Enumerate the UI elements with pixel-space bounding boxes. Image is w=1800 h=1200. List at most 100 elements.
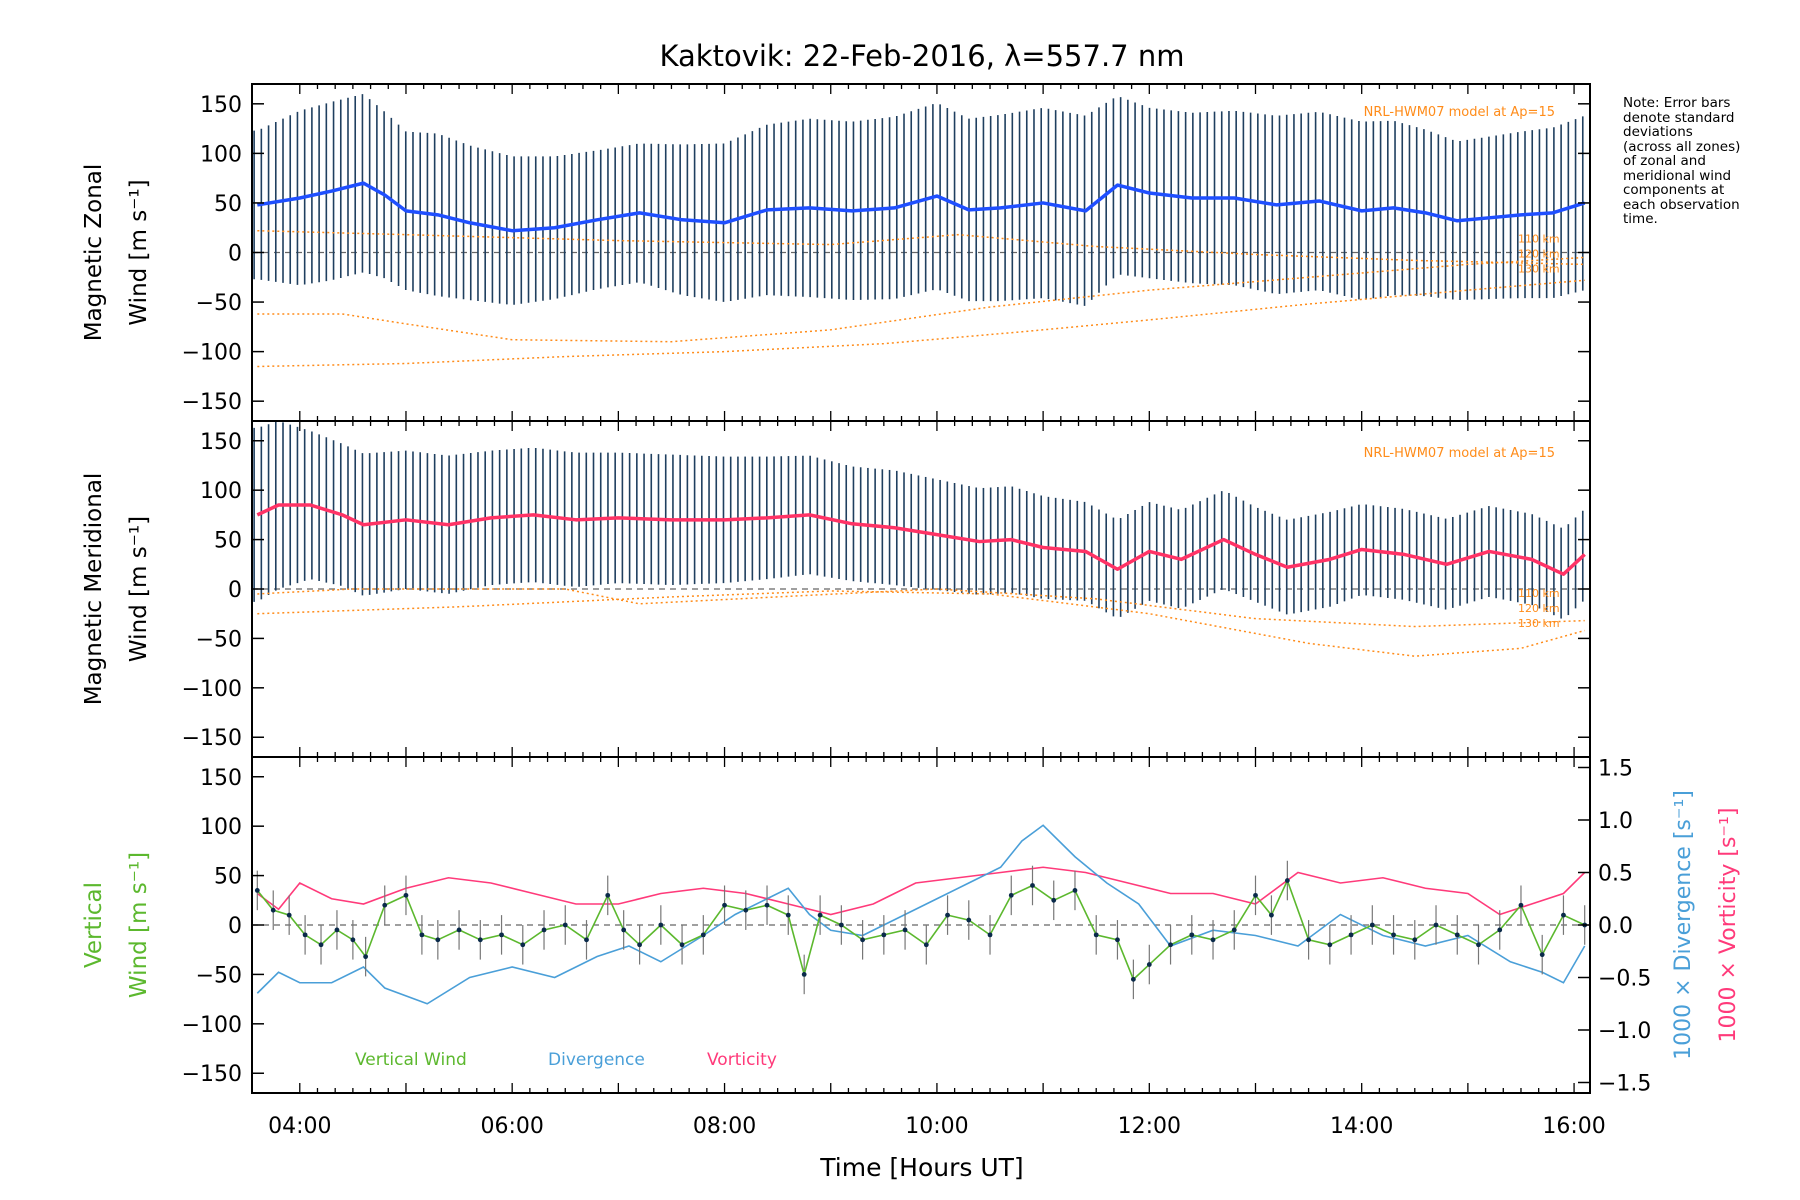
vertical-wind-point bbox=[817, 912, 823, 918]
note-line: time. bbox=[1623, 211, 1658, 227]
model-label: NRL-HWM07 model at Ap=15 bbox=[1364, 446, 1555, 461]
y-tick-label: −150 bbox=[182, 726, 242, 751]
note-line: each observation bbox=[1623, 196, 1740, 213]
vertical-wind-point bbox=[584, 937, 589, 943]
y-tick-label: −100 bbox=[182, 677, 242, 702]
vertical-wind-line bbox=[256, 878, 1586, 981]
vertical-wind-point bbox=[382, 902, 388, 908]
y-tick-label: 50 bbox=[214, 865, 242, 890]
model-altitude-label: 110 km bbox=[1518, 587, 1560, 600]
vertical-wind-point bbox=[363, 954, 369, 960]
vertical-wind-point bbox=[621, 927, 627, 933]
note-line: denote standard bbox=[1623, 109, 1735, 126]
vertical-wind-point bbox=[1454, 932, 1460, 938]
vertical-wind-point bbox=[700, 932, 706, 938]
vertical-wind-point bbox=[966, 917, 972, 923]
vertical-wind-point bbox=[1561, 912, 1566, 918]
vertical-wind-point bbox=[881, 932, 887, 938]
model-label: NRL-HWM07 model at Ap=15 bbox=[1364, 105, 1555, 120]
vertical-wind-point bbox=[1391, 932, 1396, 938]
y-tick-label: 0 bbox=[228, 914, 242, 939]
y-axis-label: Vertical bbox=[81, 882, 107, 968]
panel-plot-area bbox=[252, 824, 1590, 1005]
vertical-wind-point bbox=[1093, 932, 1099, 938]
y-tick-label: 100 bbox=[200, 142, 242, 167]
note-line: (across all zones) bbox=[1623, 138, 1741, 155]
vertical-wind-point bbox=[679, 942, 685, 948]
vertical-wind-point bbox=[270, 907, 276, 913]
model-curve bbox=[257, 590, 1585, 657]
y-tick-label: −150 bbox=[182, 1062, 242, 1087]
model-altitude-label: 120 km bbox=[1518, 248, 1560, 261]
vertical-wind-point bbox=[945, 912, 950, 918]
note-line: of zonal and bbox=[1623, 153, 1706, 169]
vertical-wind-point bbox=[477, 937, 483, 943]
model-altitude-label: 120 km bbox=[1518, 602, 1560, 615]
legend-entry: Vorticity bbox=[707, 1050, 777, 1070]
vertical-wind-point bbox=[1433, 922, 1439, 928]
vertical-wind-point bbox=[435, 937, 441, 943]
divergence-line bbox=[256, 824, 1586, 1005]
y-axis-label: Wind [m s⁻¹] bbox=[126, 516, 152, 662]
y2-axis-label-vorticity: 1000 × Vorticity [s⁻¹] bbox=[1716, 808, 1741, 1043]
mean-wind-line bbox=[256, 503, 1586, 576]
vorticity-line bbox=[256, 866, 1586, 916]
y-axis-label: Wind [m s⁻¹] bbox=[126, 179, 152, 325]
legend-entry: Vertical Wind bbox=[355, 1050, 467, 1070]
y2-tick-label: 0.5 bbox=[1598, 862, 1633, 887]
vertical-wind-point bbox=[1284, 878, 1290, 883]
vertical-wind-point bbox=[1030, 883, 1035, 888]
legend-entry: Divergence bbox=[548, 1050, 645, 1070]
model-curve bbox=[257, 588, 1585, 628]
y-tick-label: −150 bbox=[182, 390, 242, 415]
vertical-wind-point bbox=[286, 912, 292, 918]
note-line: components at bbox=[1623, 182, 1725, 198]
note-line: meridional wind bbox=[1623, 167, 1732, 184]
vertical-wind-point bbox=[1168, 942, 1173, 948]
vertical-wind-point bbox=[1210, 937, 1216, 943]
vertical-wind-point bbox=[1051, 897, 1057, 903]
vertical-wind-point bbox=[987, 932, 993, 938]
vertical-wind-point bbox=[334, 927, 340, 933]
vertical-wind-point bbox=[764, 902, 770, 908]
vertical-wind-point bbox=[902, 927, 908, 933]
vertical-wind-point bbox=[785, 912, 791, 918]
vertical-wind-point bbox=[1189, 932, 1195, 938]
vertical-wind-point bbox=[1348, 932, 1354, 938]
vertical-wind-point bbox=[1539, 952, 1545, 958]
vertical-wind-point bbox=[1008, 892, 1014, 898]
vertical-wind-point bbox=[419, 932, 425, 938]
vertical-wind-point bbox=[1269, 912, 1274, 918]
y-axis-label: Magnetic Zonal bbox=[81, 164, 107, 342]
y-tick-label: 50 bbox=[214, 192, 242, 217]
vertical-wind-point bbox=[1476, 942, 1481, 948]
vertical-wind-point bbox=[1231, 927, 1237, 933]
y-tick-label: 50 bbox=[214, 529, 242, 554]
chart-title: Kaktovik: 22-Feb-2016, λ=557.7 nm bbox=[660, 39, 1185, 73]
vertical-wind-point bbox=[1130, 976, 1136, 982]
y-tick-label: −50 bbox=[196, 291, 242, 316]
x-tick-label: 04:00 bbox=[268, 1114, 331, 1139]
y2-tick-label: −1.0 bbox=[1598, 1019, 1651, 1044]
x-tick-label: 10:00 bbox=[905, 1114, 968, 1139]
vertical-wind-point bbox=[1412, 937, 1418, 943]
model-curve bbox=[257, 279, 1585, 368]
vertical-wind-point bbox=[923, 942, 929, 948]
y-tick-label: −100 bbox=[182, 341, 242, 366]
x-tick-label: 06:00 bbox=[480, 1114, 543, 1139]
y-tick-label: 150 bbox=[200, 93, 242, 118]
vertical-wind-point bbox=[1497, 927, 1503, 933]
x-tick-label: 16:00 bbox=[1542, 1114, 1605, 1139]
vertical-wind-point bbox=[541, 927, 547, 933]
error-bar-note: Note: Error bars denote standard deviati… bbox=[1623, 96, 1798, 227]
note-line: deviations bbox=[1623, 124, 1693, 140]
note-line: Note: Error bars bbox=[1623, 95, 1731, 111]
panels: NRL-HWM07 model at Ap=15 110 km 120 km 130 … bbox=[81, 83, 1741, 1139]
vertical-wind-point bbox=[1369, 922, 1375, 928]
y-tick-label: −50 bbox=[196, 963, 242, 988]
y2-tick-label: 1.5 bbox=[1598, 757, 1633, 782]
y2-tick-label: 1.0 bbox=[1598, 809, 1633, 834]
vertical-wind-point bbox=[605, 892, 611, 898]
vertical-wind-point bbox=[801, 972, 807, 977]
vertical-wind-point bbox=[350, 937, 356, 943]
